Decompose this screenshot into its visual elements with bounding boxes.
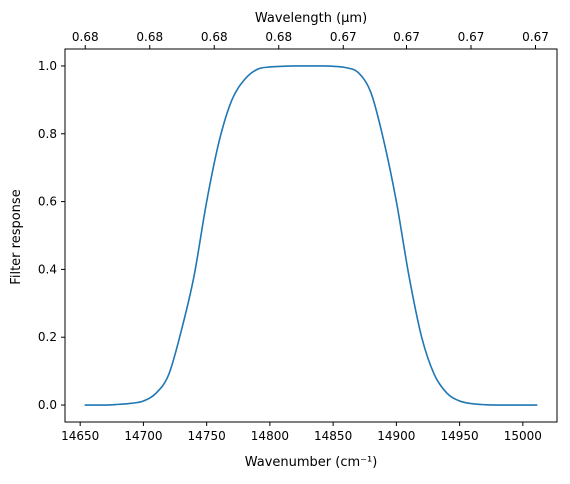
x-tick-label: 14750 xyxy=(188,429,226,443)
x-tick-label: 14700 xyxy=(124,429,162,443)
secondary-x-tick-label: 0.68 xyxy=(136,30,163,44)
secondary-x-tick-label: 0.67 xyxy=(458,30,485,44)
y-tick-label: 0.2 xyxy=(38,330,57,344)
y-tick-label: 1.0 xyxy=(38,59,57,73)
x-tick-label: 15000 xyxy=(504,429,542,443)
y-axis-label: Filter response xyxy=(9,189,24,284)
x-tick-label: 14650 xyxy=(61,429,99,443)
y-tick-label: 0.0 xyxy=(38,398,57,412)
plot-frame xyxy=(64,48,558,423)
series-layer xyxy=(84,65,538,406)
y-tick-label: 0.6 xyxy=(38,195,57,209)
ticks-layer: 14650 14700 14750 14800 14850 14900 14950 15000… xyxy=(38,30,549,443)
x-tick-label: 14850 xyxy=(314,429,352,443)
secondary-x-tick-label: 0.68 xyxy=(201,30,228,44)
secondary-x-tick-label: 0.68 xyxy=(265,30,292,44)
secondary-x-tick-label: 0.67 xyxy=(522,30,549,44)
x-tick-label: 14950 xyxy=(441,429,479,443)
series-line-0 xyxy=(84,65,538,406)
secondary-x-tick-label: 0.67 xyxy=(330,30,357,44)
x-tick-label: 14800 xyxy=(251,429,289,443)
x-tick-label: 14900 xyxy=(377,429,415,443)
y-tick-label: 0.4 xyxy=(38,262,57,276)
secondary-x-axis-label: Wavelength (μm) xyxy=(255,11,367,26)
x-axis-label: Wavenumber (cm⁻¹) xyxy=(245,455,378,470)
y-tick-label: 0.8 xyxy=(38,127,57,141)
secondary-x-tick-label: 0.67 xyxy=(393,30,420,44)
secondary-x-tick-label: 0.68 xyxy=(72,30,99,44)
